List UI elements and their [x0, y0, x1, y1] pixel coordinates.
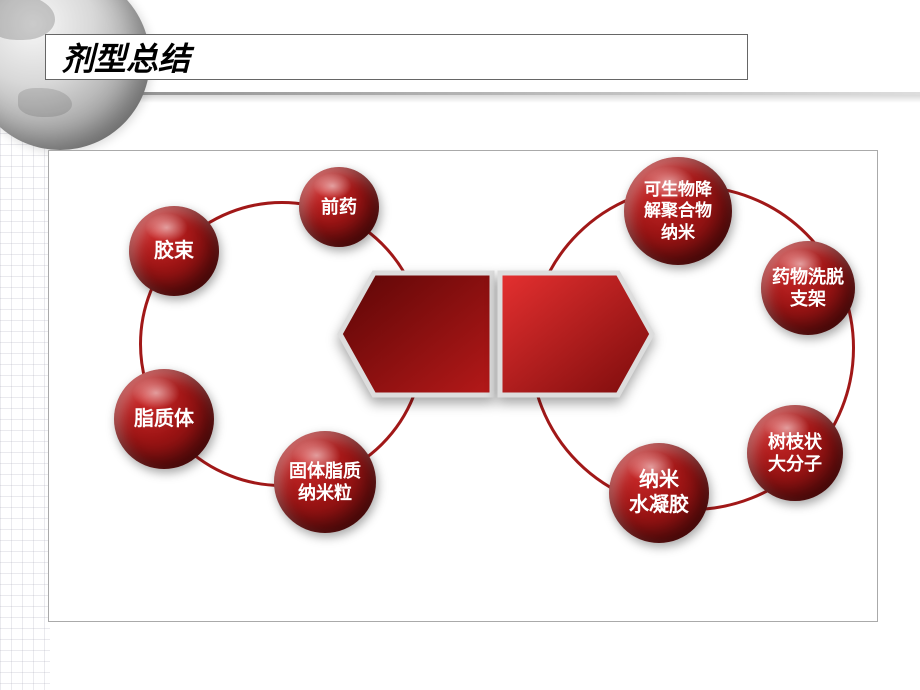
right-bubble-label-0: 可生物降 解聚合物 纳米 [640, 179, 716, 243]
hex-right [496, 269, 656, 399]
left-bubble-label-0: 前药 [317, 196, 361, 219]
grid-sidebar [0, 100, 50, 690]
right-bubble-2: 树枝状 大分子 [747, 405, 843, 501]
left-bubble-0: 前药 [299, 167, 379, 247]
left-bubble-label-1: 胶束 [150, 239, 198, 264]
left-bubble-1: 胶束 [129, 206, 219, 296]
diagram-container: 前药胶束脂质体固体脂质 纳米粒 可生物降 解聚合物 纳米药物洗脱 支架树枝状 大分… [48, 150, 878, 622]
title-bar: 剂型总结 [45, 34, 748, 80]
right-bubble-0: 可生物降 解聚合物 纳米 [624, 157, 732, 265]
right-bubble-label-3: 纳米 水凝胶 [625, 468, 693, 518]
left-bubble-label-2: 脂质体 [130, 407, 198, 432]
left-bubble-label-3: 固体脂质 纳米粒 [285, 460, 365, 505]
right-bubble-label-2: 树枝状 大分子 [764, 431, 826, 476]
right-bubble-1: 药物洗脱 支架 [761, 241, 855, 335]
page-title: 剂型总结 [62, 34, 190, 80]
left-bubble-3: 固体脂质 纳米粒 [274, 431, 376, 533]
hex-left [336, 269, 496, 399]
left-bubble-2: 脂质体 [114, 369, 214, 469]
right-bubble-label-1: 药物洗脱 支架 [768, 266, 848, 311]
right-bubble-3: 纳米 水凝胶 [609, 443, 709, 543]
